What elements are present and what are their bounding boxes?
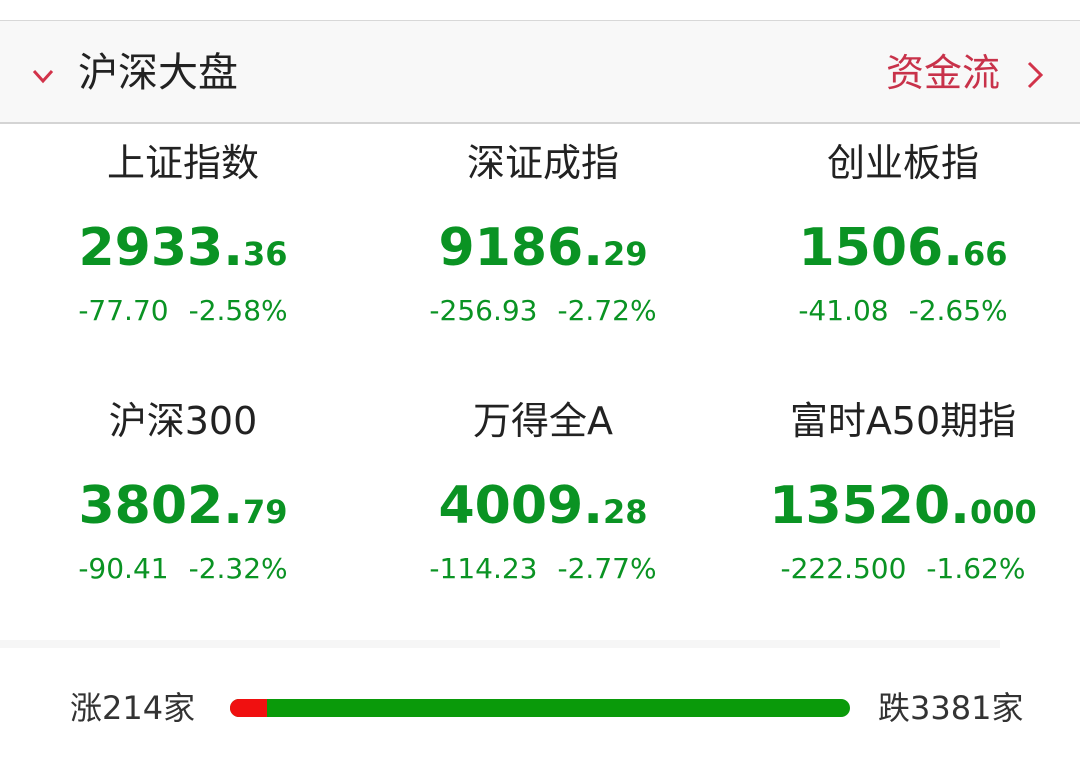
index-card[interactable]: 上证指数 2933.36 -77.70 -2.58% [3,140,363,328]
index-card[interactable]: 沪深300 3802.79 -90.41 -2.32% [3,398,363,586]
value-integer: 4009. [438,476,603,536]
index-name: 深证成指 [466,141,619,185]
index-card[interactable]: 创业板指 1506.66 -41.08 -2.65% [723,140,1080,328]
index-value: 1506.66 [723,218,1080,284]
value-decimal: 66 [962,235,1008,273]
index-value: 3802.79 [3,476,363,542]
value-decimal: 000 [969,493,1037,531]
change-amount: -256.93 [429,294,538,327]
index-change: -114.23 -2.77% [363,552,723,586]
section-title: 沪深大盘 [78,50,238,96]
advancers-count: 涨214家 [70,689,196,727]
change-amount: -77.70 [78,294,169,327]
fund-flow-link[interactable]: 资金流 [885,51,1000,95]
index-card[interactable]: 富时A50期指 13520.000 -222.500 -1.62% [723,398,1080,586]
value-integer: 3802. [78,476,243,536]
chevron-right-icon[interactable] [1026,61,1044,89]
index-name: 上证指数 [106,141,259,185]
index-change: -77.70 -2.58% [3,294,363,328]
change-amount: -90.41 [78,552,169,585]
index-change: -256.93 -2.72% [363,294,723,328]
breadth-bar [230,699,850,717]
index-name: 创业板指 [826,141,979,185]
value-decimal: 36 [242,235,288,273]
change-percent: -1.62% [926,552,1026,585]
index-change: -90.41 -2.32% [3,552,363,586]
index-card[interactable]: 万得全A 4009.28 -114.23 -2.77% [363,398,723,586]
index-value: 13520.000 [723,476,1080,542]
value-integer: 13520. [769,476,970,536]
change-percent: -2.58% [188,294,288,327]
advancers-fill [230,699,267,717]
value-decimal: 29 [602,235,648,273]
divider [0,640,1000,648]
index-change: -41.08 -2.65% [723,294,1080,328]
change-percent: -2.65% [908,294,1008,327]
value-integer: 9186. [438,218,603,278]
value-decimal: 28 [602,493,648,531]
index-change: -222.500 -1.62% [723,552,1080,586]
decliners-count: 跌3381家 [878,689,1024,727]
value-integer: 1506. [798,218,963,278]
index-value: 4009.28 [363,476,723,542]
chevron-down-icon[interactable] [32,65,54,87]
index-name: 万得全A [473,399,613,443]
index-name: 沪深300 [108,399,258,443]
index-name: 富时A50期指 [789,399,1017,443]
value-decimal: 79 [242,493,288,531]
change-percent: -2.32% [188,552,288,585]
change-amount: -41.08 [798,294,889,327]
change-percent: -2.72% [557,294,657,327]
section-header[interactable]: 沪深大盘 资金流 [0,20,1080,124]
change-percent: -2.77% [557,552,657,585]
index-value: 9186.29 [363,218,723,284]
index-value: 2933.36 [3,218,363,284]
change-amount: -222.500 [780,552,907,585]
change-amount: -114.23 [429,552,538,585]
index-card[interactable]: 深证成指 9186.29 -256.93 -2.72% [363,140,723,328]
value-integer: 2933. [78,218,243,278]
